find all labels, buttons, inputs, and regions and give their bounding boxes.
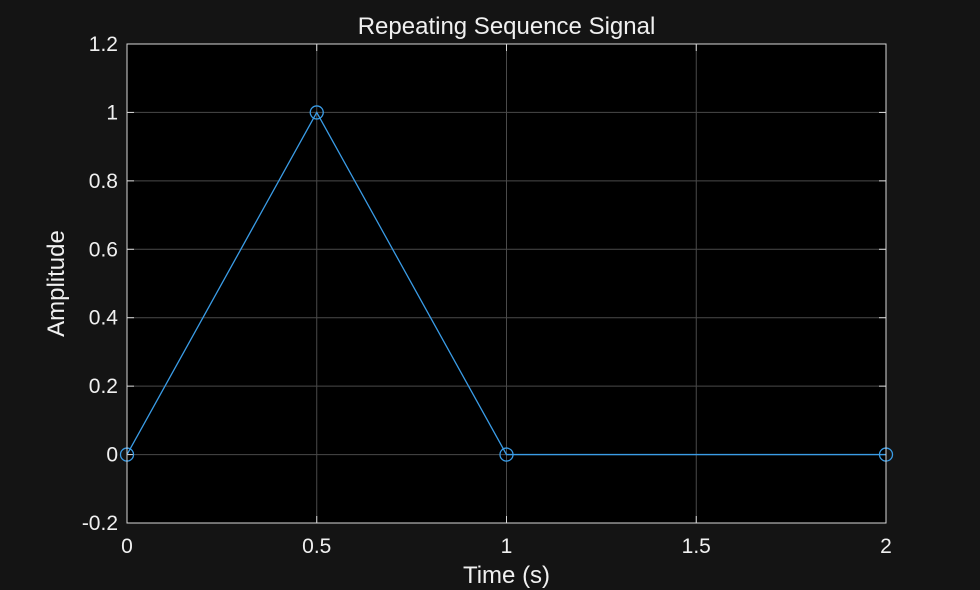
x-tick-label: 1 xyxy=(501,535,513,558)
x-tick-label: 2 xyxy=(880,535,892,558)
x-tick-label: 0.5 xyxy=(302,535,331,558)
axes-border xyxy=(126,43,887,524)
series-line xyxy=(126,111,886,456)
x-tick-label: 0 xyxy=(121,535,133,558)
y-axis-label: Amplitude xyxy=(43,230,70,337)
ticks: 0 0.5 1 1.5 2-0.200.20.40.60.811.2 xyxy=(82,33,892,558)
data-point xyxy=(309,105,324,120)
y-tick-label: 0 xyxy=(106,444,118,467)
y-tick-label: 0.2 xyxy=(89,375,118,398)
x-tick-label: 1.5 xyxy=(682,535,711,558)
y-tick-label: 0.6 xyxy=(89,238,118,261)
x-axis-label: Time (s) xyxy=(463,562,550,589)
y-tick-label: 1.2 xyxy=(89,33,118,56)
y-tick-label: 0.4 xyxy=(89,307,119,330)
chart-title: Repeating Sequence Signal xyxy=(358,13,656,40)
y-tick-label: 1 xyxy=(106,101,118,124)
y-tick-label: 0.8 xyxy=(89,170,118,193)
data-point xyxy=(499,447,514,462)
y-tick-label: -0.2 xyxy=(82,512,118,535)
